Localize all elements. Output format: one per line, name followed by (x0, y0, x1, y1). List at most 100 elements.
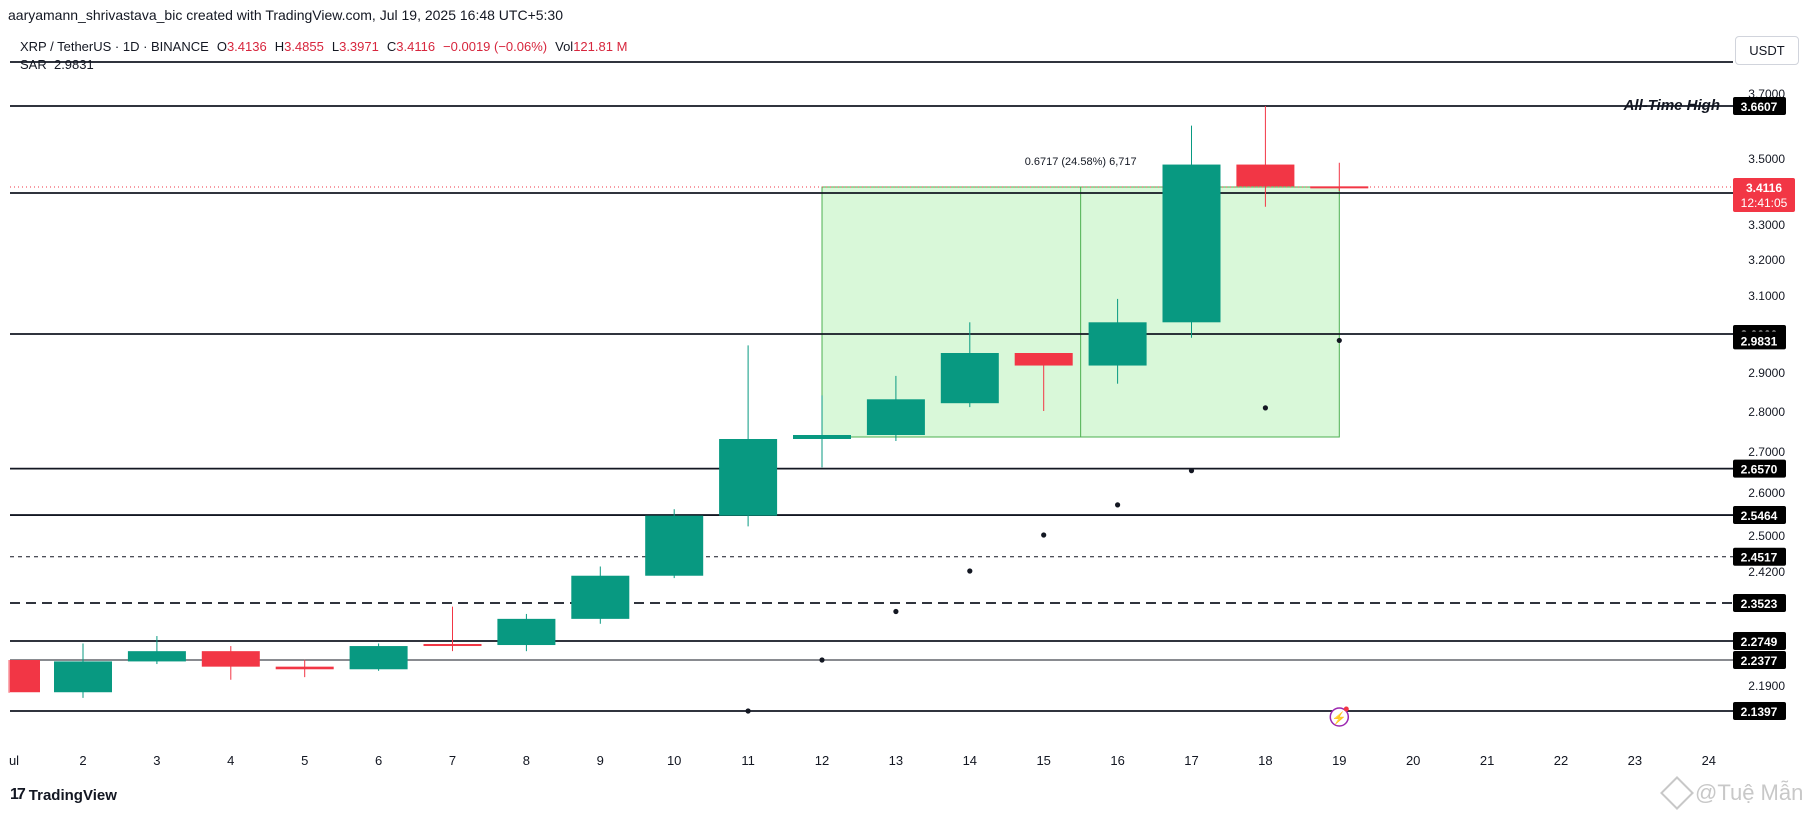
x-tick-label: 24 (1702, 753, 1716, 768)
close-value: 3.4116 (396, 39, 436, 54)
candle-body (645, 515, 704, 576)
price-axis-label: 2.3523 (1741, 597, 1778, 611)
y-tick-label: 2.1900 (1748, 679, 1785, 693)
y-tick-label: 2.4200 (1748, 565, 1785, 579)
currency-button[interactable]: USDT (1735, 36, 1799, 65)
y-tick-label: 3.3000 (1748, 218, 1785, 232)
candle-body (719, 439, 778, 516)
x-tick-label: 14 (963, 753, 977, 768)
candle-body (866, 399, 925, 435)
x-tick-label: 4 (227, 753, 234, 768)
y-tick-label: 2.5000 (1748, 529, 1785, 543)
y-tick-label: 3.1000 (1748, 289, 1785, 303)
watermark-text: @Tuệ Mẫn (1695, 780, 1804, 805)
event-dot (1343, 706, 1349, 712)
price-axis-label-bg (1733, 97, 1786, 115)
price-axis-label: 2.4517 (1741, 551, 1778, 565)
high-label: H (274, 39, 285, 54)
vol-value: 121.81 M (573, 39, 628, 54)
candle-body (1162, 164, 1221, 323)
price-axis-label-bg (1733, 459, 1786, 478)
candle-body (1088, 322, 1147, 366)
candle-body (1310, 186, 1369, 189)
price-axis-label-bg (1733, 331, 1786, 350)
candle-body (940, 353, 999, 404)
sar-dot (1262, 405, 1268, 411)
candle-body (349, 646, 408, 670)
open-value: 3.4136 (226, 39, 267, 54)
sar-dot (893, 608, 899, 615)
price-axis-label-bg (1733, 547, 1786, 566)
candle-body (571, 575, 630, 619)
x-tick-label: 9 (597, 753, 604, 768)
chart-credit: aaryamann_shrivastava_bic created with T… (8, 7, 564, 23)
x-tick-label: ul (9, 753, 19, 768)
x-tick-label: 10 (667, 753, 681, 768)
low-label: L (331, 39, 340, 54)
price-axis-label: 2.1397 (1741, 705, 1778, 719)
current-price-bg (1733, 178, 1795, 212)
lightning-icon: ⚡ (1332, 711, 1347, 725)
candle-body (10, 660, 40, 693)
tradingview-logo-text: TradingView (28, 786, 117, 804)
candle-body (1236, 164, 1295, 187)
sar-dot (1336, 337, 1342, 344)
y-tick-label: 2.9000 (1748, 366, 1785, 380)
x-tick-label: 6 (375, 753, 382, 768)
price-axis-label-bg (1733, 632, 1786, 650)
candle-body (1014, 353, 1073, 366)
sar-label: SAR (20, 57, 47, 72)
price-axis-label: 2.5464 (1741, 509, 1778, 523)
candle-body (275, 666, 334, 670)
high-value: 3.4855 (284, 39, 324, 54)
sar-dot (1188, 468, 1195, 474)
candle-body (54, 661, 112, 693)
low-value: 3.3971 (339, 39, 379, 54)
x-tick-label: 2 (79, 753, 86, 768)
current-price-label: 3.4116 (1746, 181, 1782, 195)
sar-dot (967, 568, 973, 574)
price-axis-label: 3.6607 (1741, 100, 1778, 114)
change-value: −0.0019 (−0.06%) (443, 39, 548, 54)
y-tick-label: 2.8000 (1748, 405, 1785, 419)
candle-body (497, 618, 556, 646)
x-tick-label: 21 (1480, 753, 1494, 768)
watermark: @Tuệ Mẫn (1660, 776, 1804, 810)
x-tick-label: 17 (1184, 753, 1198, 768)
watermark-icon (1660, 776, 1694, 810)
y-tick-label: 2.7000 (1748, 445, 1785, 459)
sar-dot (1115, 502, 1121, 508)
x-tick-label: 5 (301, 753, 308, 768)
candle-body (127, 651, 186, 662)
x-tick-label: 8 (523, 753, 530, 768)
x-tick-label: 23 (1628, 753, 1642, 768)
x-tick-label: 18 (1258, 753, 1272, 768)
tradingview-logo[interactable]: 17 TradingView (10, 786, 117, 804)
symbol-legend: XRP / TetherUS · 1D · BINANCE O3.4136 H3.4… (20, 37, 627, 57)
sar-dot (745, 708, 751, 714)
symbol-name[interactable]: XRP / TetherUS · 1D · BINANCE (20, 39, 209, 54)
x-tick-label: 20 (1406, 753, 1420, 768)
open-label: O (216, 39, 227, 54)
price-axis-label: 2.2377 (1741, 654, 1778, 668)
y-tick-label: 3.5000 (1748, 152, 1785, 166)
x-tick-label: 22 (1554, 753, 1568, 768)
sar-legend: SAR 2.9831 (20, 57, 94, 72)
x-tick-label: 15 (1036, 753, 1050, 768)
vol-label: Vol (555, 39, 574, 54)
y-tick-label: 3.2000 (1748, 253, 1785, 267)
x-tick-label: 13 (889, 753, 903, 768)
price-axis-label-bg (1733, 506, 1786, 525)
event-icon (1329, 707, 1350, 727)
level-annotation: All-Time High (1623, 97, 1720, 114)
x-tick-label: 12 (815, 753, 829, 768)
price-axis-label-bg (1733, 651, 1786, 669)
y-tick-label: 2.6000 (1748, 486, 1785, 500)
candle-body (793, 435, 851, 439)
candle-body (423, 644, 482, 647)
x-tick-label: 3 (153, 753, 160, 768)
tradingview-logo-icon: 17 (10, 786, 26, 803)
price-axis-label: 2.2749 (1741, 635, 1778, 649)
sar-value: 2.9831 (53, 57, 94, 72)
